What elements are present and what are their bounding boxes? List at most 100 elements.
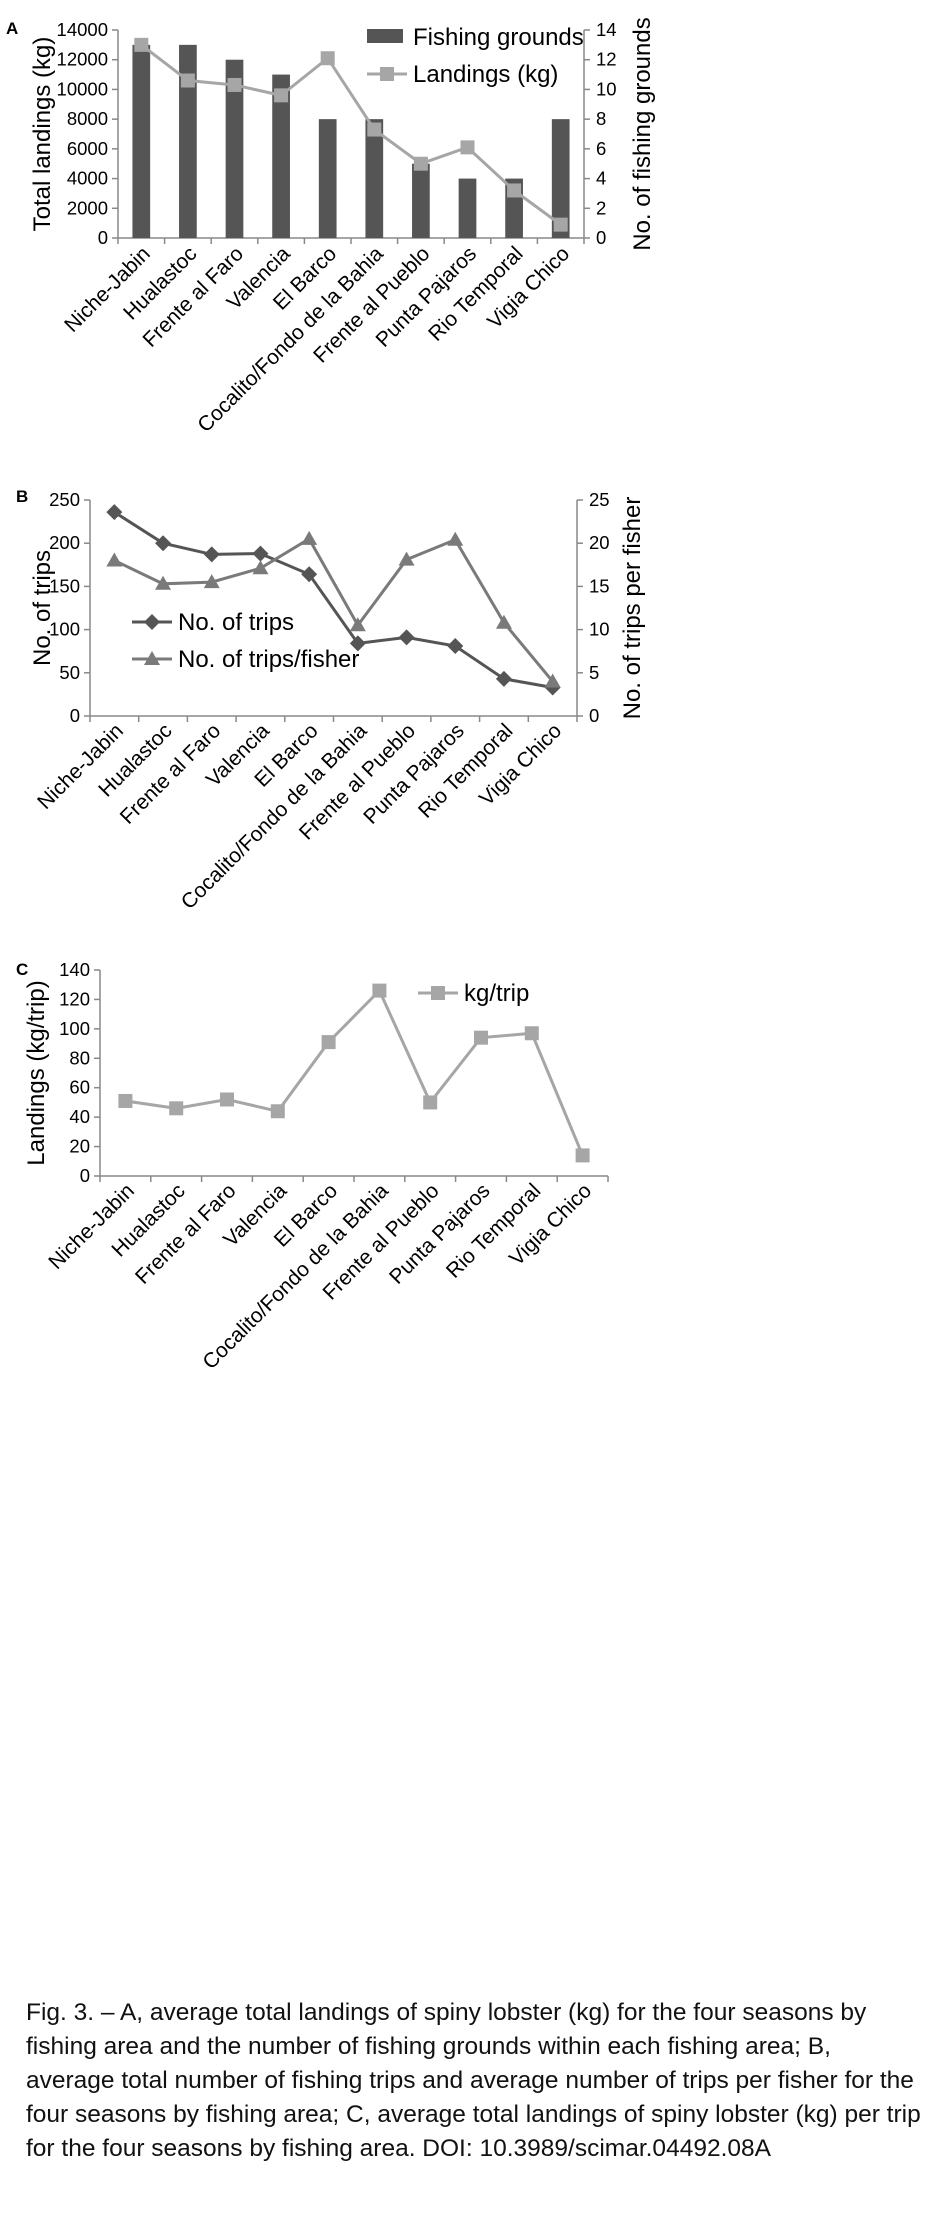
- panel-a-data-point: [507, 183, 522, 198]
- panel-a-ytick-right-label: 0: [596, 227, 606, 248]
- panel-b-ytick-label: 150: [49, 575, 80, 596]
- panel-a-ytick-label: 14000: [57, 19, 108, 40]
- panel-a-label: A: [6, 19, 18, 38]
- panel-a-bar: [225, 59, 244, 238]
- panel-c-ylabel: Landings (kg/trip): [23, 980, 50, 1165]
- figure-canvas: A020004000600080001000012000140000246810…: [6, 17, 656, 1374]
- panel-b-data-point: [447, 638, 464, 655]
- panel-c-data-point: [474, 1030, 488, 1045]
- panel-b-legend-label: No. of trips/fisher: [178, 646, 359, 673]
- panel-a-ytick-right-label: 6: [596, 138, 606, 159]
- panel-b-ytick-right-label: 25: [589, 489, 610, 510]
- panel-b-data-point: [203, 546, 220, 563]
- panel-b-data-point: [398, 551, 415, 566]
- panel-b-data-point: [155, 575, 172, 590]
- panel-b-data-point: [495, 670, 512, 687]
- panel-b-data-point: [106, 504, 123, 521]
- panel-b-data-point: [349, 635, 366, 652]
- panel-a-legend-marker: [380, 67, 394, 81]
- panel-b-data-point: [301, 530, 318, 545]
- panel-a-data-point: [320, 51, 335, 66]
- panel-a-data-point: [134, 37, 149, 52]
- panel-c-legend-label: kg/trip: [464, 980, 529, 1007]
- panel-a-bar: [132, 44, 151, 238]
- panel-a-bar: [179, 44, 197, 238]
- panel-b-legend-label: No. of trips: [178, 609, 294, 636]
- panel-c-label: C: [16, 960, 28, 979]
- panel-b-data-point: [447, 531, 464, 546]
- panel-b-data-point: [106, 552, 123, 567]
- panel-c-data-point: [372, 983, 387, 998]
- panel-a-bar: [458, 178, 477, 238]
- panel-a-ytick-label: 2000: [67, 197, 108, 218]
- panel-c-ytick-label: 140: [59, 959, 90, 980]
- panel-a-legend-label: Landings (kg): [413, 61, 558, 88]
- panel-a-bar: [412, 163, 430, 238]
- panel-a-bar: [365, 119, 384, 238]
- panel-a-data-point: [460, 140, 475, 155]
- panel-c-series-line: [125, 987, 584, 1156]
- panel-a-data-point: [180, 73, 195, 88]
- panel-a-data-point: [367, 122, 382, 137]
- panel-b-ytick-label: 250: [49, 489, 80, 510]
- panel-b-data-point: [495, 614, 512, 629]
- panel-c-ytick-label: 60: [69, 1077, 90, 1098]
- panel-a-ytick-right-label: 2: [596, 197, 606, 218]
- panel-b-ytick-label: 50: [59, 662, 80, 683]
- panel-b-ytick-right-label: 20: [589, 532, 610, 553]
- panel-a-data-point: [227, 77, 242, 92]
- panel-b-data-point: [252, 545, 269, 562]
- panel-b-series-line: [113, 510, 553, 689]
- panel-b-ytick-right-label: 0: [589, 705, 599, 726]
- panel-a-ytick-label: 8000: [67, 108, 108, 129]
- panel-b-data-point: [544, 673, 561, 688]
- panel-c-ytick-label: 0: [80, 1165, 90, 1186]
- panel-a-ytick-label: 12000: [57, 49, 108, 70]
- panel-b-label: B: [16, 487, 28, 506]
- panel-a-ytick-label: 0: [98, 227, 108, 248]
- panel-b-ylabel-right: No. of trips per fisher: [619, 497, 646, 720]
- panel-c-ytick-label: 120: [59, 988, 90, 1009]
- panel-a-bar: [272, 74, 290, 238]
- panel-b-ytick-right-label: 5: [589, 662, 599, 683]
- panel-a-ytick-right-label: 14: [596, 19, 617, 40]
- panel-a-ylabel: Total landings (kg): [29, 37, 56, 232]
- panel-a-ylabel-right: No. of fishing grounds: [629, 17, 656, 250]
- panel-a-ytick-label: 4000: [67, 168, 108, 189]
- panel-c-ytick-label: 80: [69, 1047, 90, 1068]
- panel-a-bar: [551, 119, 570, 238]
- panel-a-ytick-label: 6000: [67, 138, 108, 159]
- panel-c-data-point: [169, 1101, 184, 1116]
- panel-b-legend-marker: [144, 614, 160, 630]
- panel-a-data-point: [413, 156, 428, 171]
- panel-a-ytick-right-label: 12: [596, 49, 617, 70]
- panel-a-ytick-right-label: 4: [596, 168, 606, 189]
- panel-c-data-point: [321, 1035, 336, 1050]
- panel-b-ytick-right-label: 10: [589, 619, 610, 640]
- panel-a-legend-swatch: [367, 29, 403, 43]
- panel-a-legend-label: Fishing grounds: [413, 24, 584, 51]
- panel-b-data-point: [301, 566, 318, 583]
- panel-a-ytick-right-label: 10: [596, 78, 617, 99]
- panel-b-legend-marker: [144, 651, 160, 665]
- panel-b-ytick-right-label: 15: [589, 575, 610, 596]
- panel-b-ytick-label: 100: [49, 619, 80, 640]
- panel-c-data-point: [423, 1095, 438, 1110]
- panel-c-legend-marker: [431, 986, 445, 1000]
- panel-b-ytick-label: 0: [70, 705, 80, 726]
- panel-b-data-point: [398, 629, 415, 646]
- panel-c-data-point: [524, 1026, 539, 1041]
- panel-c-ytick-label: 100: [59, 1018, 90, 1039]
- panel-b-ytick-label: 200: [49, 532, 80, 553]
- panel-b-series-line: [113, 536, 554, 683]
- panel-c-data-point: [270, 1104, 285, 1119]
- panel-a-ytick-label: 10000: [57, 78, 108, 99]
- panel-c-ytick-label: 20: [69, 1136, 90, 1157]
- panel-a-bar: [318, 119, 337, 238]
- panel-b-ylabel: No. of trips: [29, 550, 56, 666]
- panel-b-data-point: [349, 617, 366, 632]
- panel-a-series-line: [140, 43, 562, 226]
- panel-a-data-point: [274, 88, 289, 103]
- panel-c-data-point: [220, 1092, 234, 1107]
- panel-c-data-point: [575, 1148, 590, 1163]
